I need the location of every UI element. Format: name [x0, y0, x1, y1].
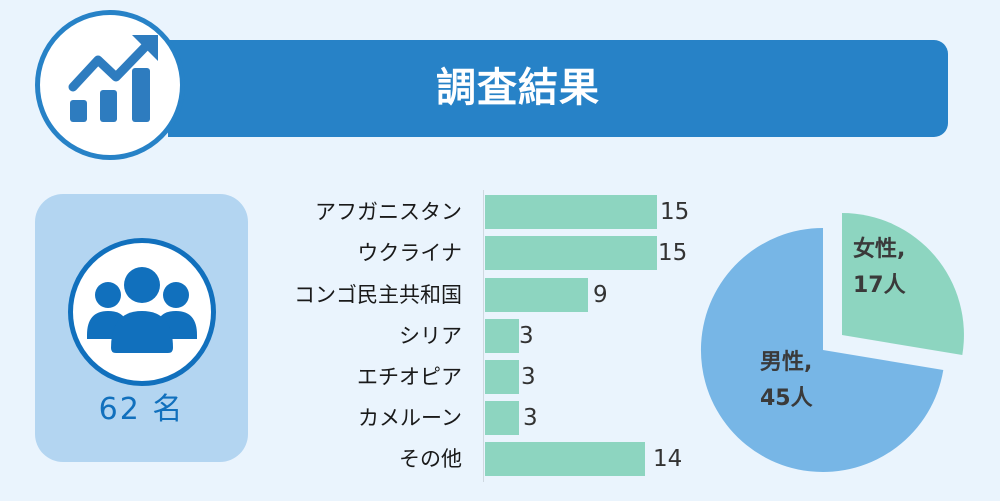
bar	[485, 195, 657, 229]
participant-count: 62 名	[98, 392, 185, 427]
bar-row: アフガニスタン 15	[260, 195, 710, 229]
pie-label-female: 女性, 17人	[853, 232, 906, 304]
female-value: 17人	[853, 273, 906, 298]
bar-label: ウクライナ	[357, 241, 462, 265]
bar-value: 9	[593, 282, 608, 308]
bar-label: エチオピア	[357, 365, 462, 389]
bar-label: その他	[399, 447, 462, 471]
pie-label-male: 男性, 45人	[760, 345, 813, 417]
participants-card: 62 名	[35, 194, 248, 462]
bar-value: 15	[660, 199, 690, 225]
bar-row: コンゴ民主共和国 9	[260, 278, 710, 312]
bar-row: シリア 3	[260, 319, 710, 353]
people-group-icon	[68, 238, 216, 386]
bar	[485, 236, 657, 270]
bar	[485, 442, 645, 476]
nationality-bar-chart: アフガニスタン 15 ウクライナ 15 コンゴ民主共和国 9 シリア 3 エチオ…	[260, 190, 710, 490]
bar-row: カメルーン 3	[260, 401, 710, 435]
bar	[485, 278, 588, 312]
bar	[485, 401, 519, 435]
male-value: 45人	[760, 386, 813, 411]
bar-value: 3	[519, 323, 534, 349]
bar-row: その他 14	[260, 442, 710, 476]
bar	[485, 319, 519, 353]
bar-label: コンゴ民主共和国	[294, 283, 462, 307]
bar-label: シリア	[399, 324, 462, 348]
bar-axis	[483, 190, 484, 482]
bar-row: エチオピア 3	[260, 360, 710, 394]
bar-label: アフガニスタン	[315, 200, 462, 224]
bar-value: 3	[523, 405, 538, 431]
bar	[485, 360, 519, 394]
pie-slice-female	[842, 213, 964, 355]
page-title: 調査結果	[436, 65, 600, 111]
bar-value: 15	[658, 240, 688, 266]
bar-label: カメルーン	[358, 406, 462, 430]
growth-chart-icon	[35, 10, 185, 160]
male-label: 男性,	[760, 350, 813, 375]
bar-value: 3	[521, 364, 536, 390]
bar-value: 14	[653, 446, 683, 472]
pie-slice-male	[700, 227, 944, 472]
bar-row: ウクライナ 15	[260, 236, 710, 270]
gender-pie-chart: 女性, 17人 男性, 45人	[695, 195, 975, 485]
header-banner: 調査結果	[168, 40, 948, 137]
female-label: 女性,	[853, 237, 906, 262]
